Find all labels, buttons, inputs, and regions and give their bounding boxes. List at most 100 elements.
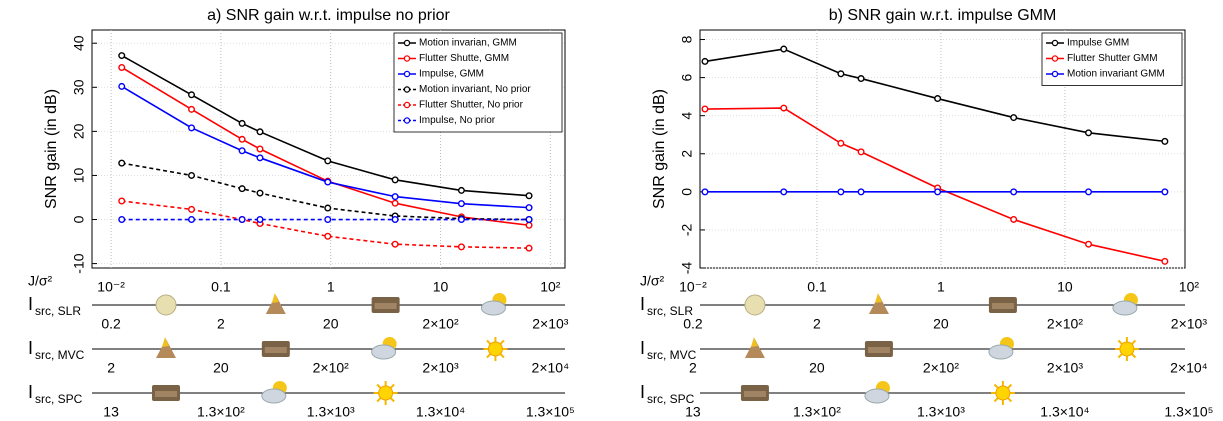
cloud: [1112, 300, 1138, 316]
scale-label: I: [28, 294, 33, 314]
data-point: [391, 193, 399, 201]
data-point: [391, 199, 399, 207]
icon-cloud: [1112, 293, 1138, 316]
x-tick-label: 10: [1057, 279, 1073, 295]
cloud: [864, 388, 890, 404]
data-point: [256, 154, 264, 162]
data-point: [118, 197, 126, 205]
data-point: [525, 192, 533, 200]
sun: [378, 385, 394, 401]
scale-tick-label: 2×10²: [1047, 316, 1084, 332]
data-point: [238, 135, 246, 143]
x-tick-label: 0.1: [211, 279, 231, 295]
sun-ray: [1131, 339, 1137, 345]
scale-tick-label: 13: [103, 404, 119, 420]
legend-marker: [403, 55, 411, 62]
icon-sofa: [152, 385, 181, 401]
x-tick-label: 10²: [1179, 279, 1200, 295]
x-tick-label: 10²: [540, 279, 561, 295]
data-point: [118, 63, 126, 71]
legend-marker: [1051, 39, 1059, 47]
data-point: [525, 204, 533, 212]
scale-label: I: [28, 382, 33, 402]
data-point: [857, 75, 865, 83]
legend-marker: [403, 117, 411, 124]
data-point: [780, 45, 788, 53]
scale-subscript: src, MVC: [35, 348, 85, 362]
scale-tick-label: 1.3×10⁵: [526, 404, 575, 420]
series-line: [121, 200, 530, 249]
data-point: [837, 70, 845, 78]
y-tick-label: 2: [679, 150, 695, 158]
data-point: [256, 189, 264, 197]
legend-box: [1041, 32, 1183, 86]
y-tick-label: 10: [71, 167, 87, 183]
data-point: [457, 243, 465, 251]
data-point: [857, 188, 865, 196]
fire: [156, 339, 177, 358]
data-point: [1010, 188, 1018, 196]
fire: [265, 295, 286, 314]
sun-ray: [993, 383, 999, 389]
sun-ray: [1131, 353, 1137, 359]
sun-ray: [1007, 383, 1013, 389]
data-point: [324, 178, 332, 186]
icon-sofa: [371, 297, 400, 313]
sun: [1119, 341, 1135, 357]
data-point: [1010, 215, 1018, 223]
legend-marker: [1051, 70, 1059, 78]
icon-moon: [744, 294, 766, 316]
scale-tick-label: 2×10²: [313, 360, 350, 376]
data-point: [256, 216, 264, 224]
data-point: [1085, 129, 1093, 137]
series-line: [704, 48, 1165, 143]
y-tick-label: 0: [71, 215, 87, 223]
data-point: [1010, 114, 1018, 122]
legend-marker: [403, 101, 411, 109]
y-tick-label: -10: [71, 253, 87, 273]
legend-marker: [1051, 55, 1059, 62]
icon-fire: [744, 337, 765, 358]
legend-label: Impulse, No prior: [419, 115, 496, 126]
scale-tick-label: 2: [813, 316, 821, 332]
cloud: [988, 344, 1014, 360]
scale-tick-label: 1.3×10³: [917, 404, 965, 420]
sofa-seat: [264, 347, 287, 353]
icon-cloud: [480, 293, 507, 316]
legend-label: Flutter Shutter GMM: [1067, 53, 1158, 64]
series-line: [704, 107, 1166, 263]
data-point: [525, 216, 533, 224]
x-tick-label: 0.1: [807, 279, 827, 295]
data-point: [457, 216, 465, 224]
data-point: [391, 176, 399, 184]
sun: [487, 341, 503, 357]
scale-tick-label: 1.3×10³: [307, 404, 355, 420]
data-point: [238, 119, 246, 127]
scale-subscript: src, SPC: [35, 392, 83, 406]
data-point: [701, 105, 709, 113]
icon-cloud: [371, 337, 397, 360]
data-point: [391, 240, 399, 248]
sun-ray: [376, 383, 382, 389]
y-tick-label: 8: [679, 35, 695, 43]
icon-sun: [1114, 337, 1139, 361]
data-point: [457, 200, 465, 208]
scale-tick-label: 2: [689, 360, 697, 376]
scale-tick-label: 2×10²: [923, 360, 960, 376]
series-line: [121, 54, 530, 197]
legend-marker: [403, 86, 411, 93]
data-point: [238, 216, 246, 224]
icon-fire: [265, 293, 286, 314]
data-point: [238, 147, 246, 155]
data-point: [934, 188, 942, 196]
sun-ray: [389, 383, 395, 389]
data-point: [324, 232, 332, 240]
chart-title: a) SNR gain w.r.t. impulse no prior: [207, 7, 450, 24]
scale-tick-label: 1.3×10⁵: [1164, 404, 1213, 420]
x-axis-label: J/σ²: [640, 273, 665, 289]
data-point: [391, 216, 399, 224]
legend-label: Flutter Shutter, No prior: [419, 100, 524, 111]
sun-ray: [486, 353, 492, 359]
scale-tick-label: 2×10³: [1171, 316, 1208, 332]
